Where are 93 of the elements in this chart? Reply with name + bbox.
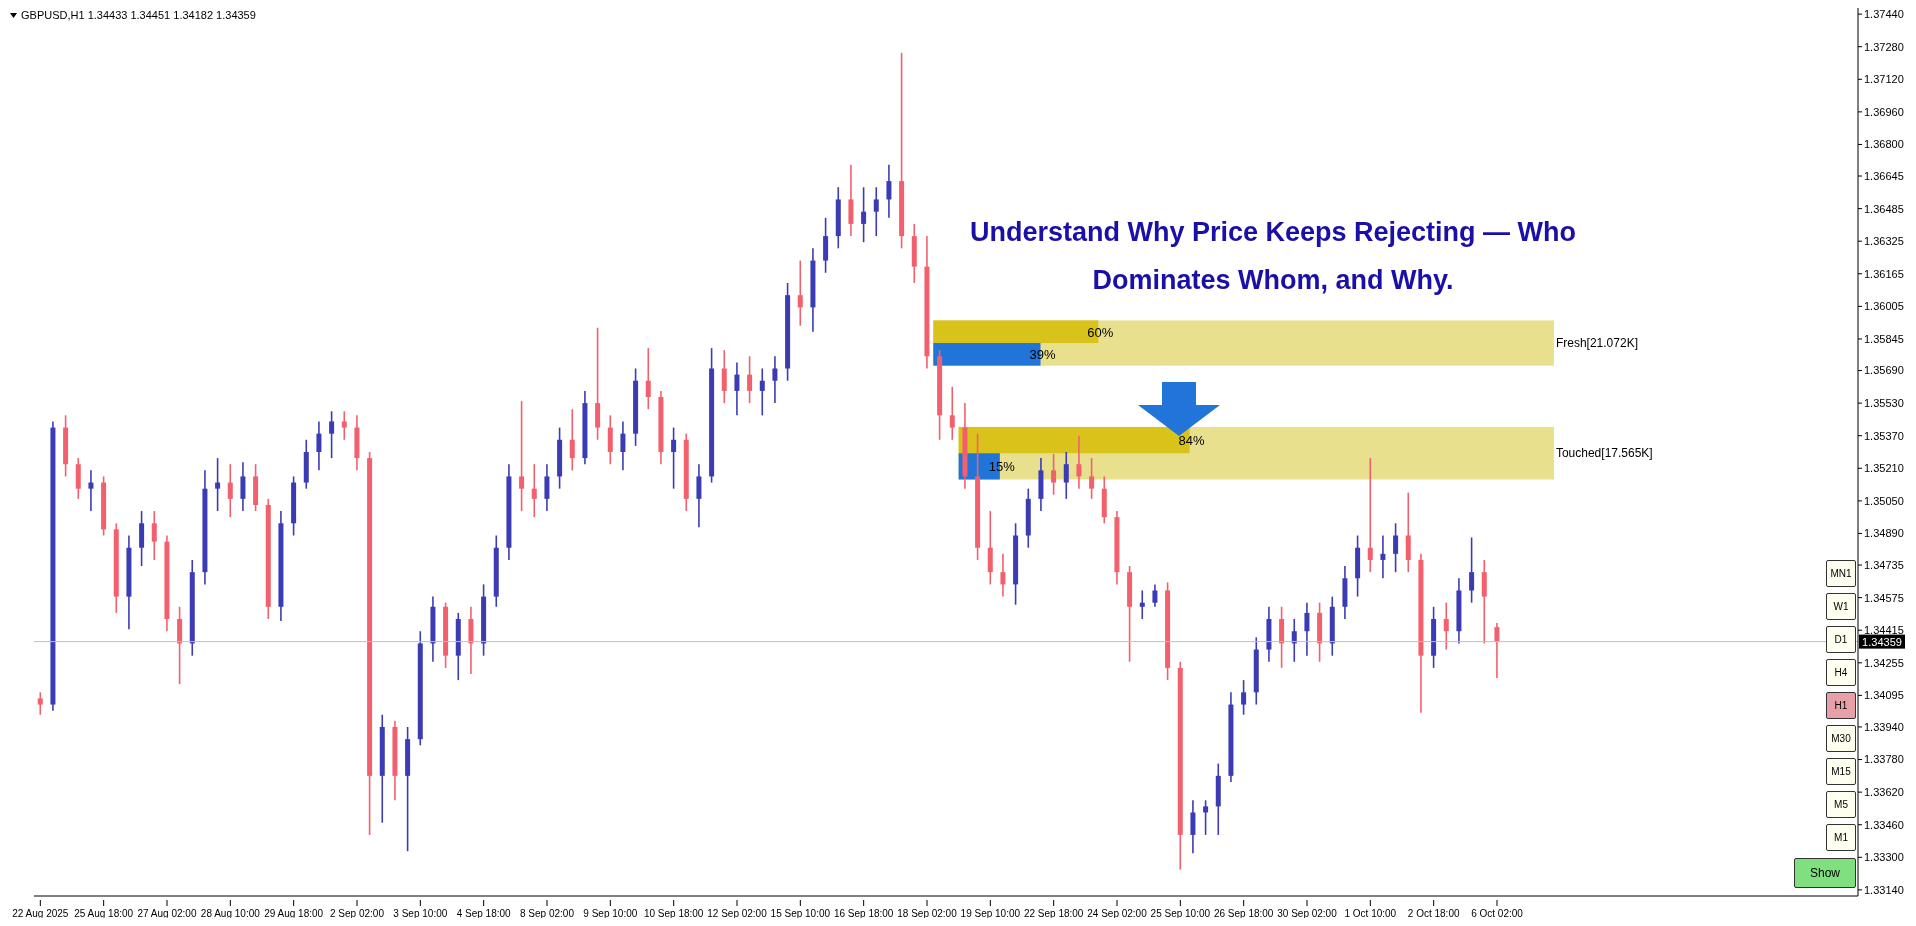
- candlestick: [1190, 799, 1196, 855]
- candlestick: [620, 420, 626, 472]
- y-tick-label: 1.35845: [1864, 332, 1904, 345]
- ref-line-label: 1.34359: [1862, 635, 1902, 648]
- candlestick: [1469, 536, 1475, 604]
- candlestick: [734, 361, 740, 417]
- candlestick: [1494, 622, 1500, 679]
- annotation: W1: [1826, 593, 1856, 620]
- y-tick-label: 1.33460: [1864, 818, 1904, 831]
- y-tick-label: 1.36165: [1864, 267, 1904, 280]
- annotation: D1: [1826, 626, 1856, 653]
- y-tick-label: 1.36325: [1864, 235, 1904, 248]
- y-tick-label: 1.34415: [1864, 624, 1904, 637]
- annotation: M5: [1826, 791, 1856, 818]
- candlestick: [772, 355, 778, 404]
- y-tick-label: 1.33140: [1864, 883, 1904, 896]
- annotation: H1: [1826, 692, 1856, 719]
- candlestick: [329, 410, 335, 459]
- candlestick: [1380, 534, 1386, 580]
- candlestick: [1291, 618, 1297, 663]
- band-label: Fresh[21.072K]: [1555, 336, 1638, 351]
- candlestick: [531, 463, 537, 518]
- candlestick: [1089, 457, 1095, 500]
- candlestick: [1304, 601, 1310, 657]
- candlestick: [151, 510, 157, 561]
- annotation: 84%: [1178, 433, 1206, 449]
- y-tick-label: 1.34255: [1864, 656, 1904, 669]
- annotation: MN1: [1826, 560, 1856, 587]
- y-tick-label: 1.35210: [1864, 462, 1904, 475]
- candlestick: [569, 408, 575, 472]
- y-tick-label: 1.35530: [1864, 397, 1904, 410]
- candlestick: [949, 386, 955, 441]
- candlestick: [1367, 457, 1373, 573]
- candlestick: [88, 469, 94, 512]
- y-tick-label: 1.33940: [1864, 720, 1904, 733]
- candlestick: [1000, 553, 1006, 598]
- candlestick: [240, 461, 246, 512]
- y-tick-label: 1.35370: [1864, 429, 1904, 442]
- annotation: M30: [1826, 725, 1856, 752]
- candlestick: [1076, 434, 1082, 490]
- candlestick: [1139, 589, 1145, 620]
- annotation: 60%: [1087, 324, 1114, 340]
- candlestick: [544, 463, 550, 512]
- annotation: Show: [1794, 858, 1856, 888]
- candlestick: [1203, 799, 1209, 836]
- text: Understand Why Price Keeps Rejecting — Who Dominates Whom, and Why.: [968, 216, 1578, 297]
- candlestick: [37, 691, 43, 716]
- y-tick-label: 1.37120: [1864, 73, 1904, 86]
- annotation: M1: [1826, 824, 1856, 851]
- y-tick-label: 1.33780: [1864, 753, 1904, 766]
- annotation: M15: [1826, 758, 1856, 785]
- candlestick: [519, 400, 525, 512]
- y-tick-label: 1.36960: [1864, 105, 1904, 118]
- candlestick: [797, 259, 803, 327]
- candlestick: [696, 463, 702, 529]
- candlestick: [671, 426, 677, 490]
- candlestick: [215, 457, 221, 512]
- y-tick-label: 1.34095: [1864, 689, 1904, 702]
- candlestick: [1051, 453, 1057, 496]
- y-tick-label: 1.34890: [1864, 527, 1904, 540]
- candlestick: [1152, 583, 1158, 608]
- y-tick-label: 1.36800: [1864, 138, 1904, 151]
- candlestick: [227, 463, 233, 518]
- candlestick: [861, 186, 867, 244]
- candlestick: [1241, 679, 1247, 716]
- x-tick-label: 1 Oct 10:00: [1344, 908, 1397, 919]
- y-tick-label: 1.35690: [1864, 364, 1904, 377]
- candlestick: [1443, 601, 1449, 651]
- candlestick: [721, 349, 727, 404]
- candlestick: [341, 410, 347, 441]
- candlestick: [873, 186, 879, 237]
- x-tick-label: 2 Oct 18:00: [1407, 908, 1460, 919]
- annotation: H4: [1826, 659, 1856, 686]
- y-tick-label: 1.36005: [1864, 300, 1904, 313]
- candlestick: [1063, 451, 1069, 500]
- candlestick: [316, 420, 322, 472]
- y-tick-label: 1.34575: [1864, 591, 1904, 604]
- y-tick-label: 1.35050: [1864, 494, 1904, 507]
- y-tick-label: 1.36485: [1864, 202, 1904, 215]
- candlestick: [886, 164, 892, 219]
- band-label: Touched[17.565K]: [1555, 446, 1653, 461]
- candlestick: [1393, 522, 1399, 573]
- y-tick-label: 1.34735: [1864, 558, 1904, 571]
- y-tick-label: 1.36645: [1864, 169, 1904, 182]
- y-tick-label: 1.37280: [1864, 40, 1904, 53]
- x-tick-label: 6 Oct 02:00: [1471, 908, 1524, 919]
- y-tick-label: 1.33620: [1864, 786, 1904, 799]
- annotation: GBPUSD,H1 1.34433 1.34451 1.34182 1.34359: [21, 9, 256, 21]
- candlestick: [747, 355, 753, 404]
- candlestick: [645, 347, 651, 411]
- y-tick-label: 1.33300: [1864, 851, 1904, 864]
- candlestick: [759, 367, 765, 417]
- y-tick-label: 1.37440: [1864, 8, 1904, 21]
